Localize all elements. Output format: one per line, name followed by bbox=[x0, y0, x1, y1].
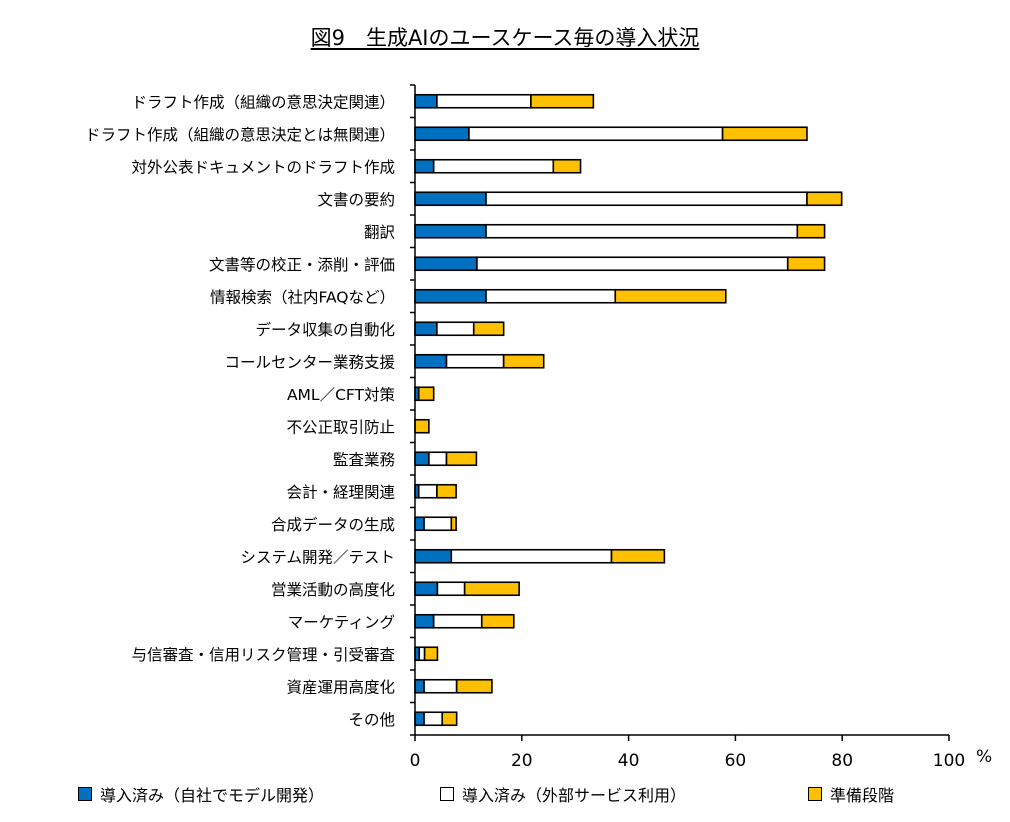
legend-label: 導入済み（外部サービス利用） bbox=[462, 786, 687, 805]
legend-item: 導入済み（外部サービス利用） bbox=[440, 782, 686, 806]
legend-item: 準備段階 bbox=[808, 782, 894, 806]
category-label: システム開発／テスト bbox=[240, 548, 395, 566]
bar-segment-3 bbox=[721, 126, 808, 142]
category-label: 資産運用高度化 bbox=[286, 678, 395, 696]
category-label: 文書等の校正・添削・評価 bbox=[209, 256, 395, 274]
bar-segment-1 bbox=[414, 516, 425, 532]
category-label: 文書の要約 bbox=[317, 191, 395, 209]
bar-segment-2 bbox=[445, 353, 505, 369]
bar-segment-3 bbox=[417, 386, 435, 402]
bar-segment-1 bbox=[414, 321, 438, 337]
bar-segment-1 bbox=[414, 678, 425, 694]
category-label: その他 bbox=[348, 711, 395, 729]
x-axis-unit: % bbox=[976, 747, 992, 767]
bar-segment-2 bbox=[432, 158, 555, 174]
legend-swatch bbox=[78, 787, 92, 801]
x-tick-label: 20 bbox=[511, 751, 533, 771]
bar-segment-1 bbox=[414, 158, 435, 174]
bar-segment-1 bbox=[414, 288, 487, 304]
bar-segment-1 bbox=[414, 93, 438, 109]
category-label: 情報検索（社内FAQなど） bbox=[210, 288, 395, 306]
bar-segment-2 bbox=[428, 451, 448, 467]
category-label: 与信審査・信用リスク管理・引受審査 bbox=[131, 646, 395, 664]
bar-segment-2 bbox=[436, 93, 532, 109]
category-label: AML／CFT対策 bbox=[287, 386, 395, 404]
bar-segment-2 bbox=[476, 256, 789, 272]
bar-segment-3 bbox=[786, 256, 826, 272]
bar-segment-3 bbox=[552, 158, 582, 174]
category-label: データ収集の自動化 bbox=[255, 320, 395, 339]
category-label: ドラフト作成（組織の意思決定とは無関連） bbox=[85, 125, 395, 144]
bar-segment-3 bbox=[423, 646, 439, 662]
bar-segment-3 bbox=[436, 483, 457, 499]
bar-segment-3 bbox=[472, 321, 505, 337]
legend-item: 導入済み（自社でモデル開発） bbox=[78, 782, 324, 806]
category-label: 不公正取引防止 bbox=[286, 418, 395, 436]
category-label: 営業活動の高度化 bbox=[271, 581, 395, 599]
bar-segment-1 bbox=[414, 711, 425, 727]
bar-segment-3 bbox=[441, 711, 458, 727]
bar-segment-3 bbox=[480, 613, 515, 629]
bar-segment-3 bbox=[414, 418, 430, 434]
bar-segment-1 bbox=[414, 256, 478, 272]
category-label: コールセンター業務支援 bbox=[224, 353, 395, 371]
bar-segment-2 bbox=[485, 191, 808, 207]
legend-swatch bbox=[440, 787, 454, 801]
x-tick-label: 0 bbox=[410, 751, 421, 771]
category-label: ドラフト作成（組織の意思決定関連） bbox=[131, 92, 395, 111]
category-label: 対外公表ドキュメントのドラフト作成 bbox=[131, 158, 395, 176]
bar-segment-1 bbox=[414, 353, 448, 369]
bar-segment-3 bbox=[796, 223, 826, 239]
bar-segment-1 bbox=[414, 191, 487, 207]
bar-segment-2 bbox=[417, 483, 438, 499]
bar-segment-1 bbox=[414, 548, 453, 564]
x-tick-label: 100 bbox=[933, 751, 965, 771]
x-tick-label: 40 bbox=[618, 751, 640, 771]
bar-segment-3 bbox=[455, 678, 493, 694]
bar-segment-1 bbox=[414, 223, 487, 239]
bar-segment-2 bbox=[450, 548, 613, 564]
bar-segment-1 bbox=[414, 581, 439, 597]
bar-segment-2 bbox=[436, 581, 466, 597]
chart-title: 図9 生成AIのユースケース毎の導入状況 bbox=[0, 22, 1010, 52]
x-tick-label: 60 bbox=[725, 751, 747, 771]
bar-segment-3 bbox=[445, 451, 478, 467]
bar-segment-2 bbox=[468, 126, 724, 142]
bar-segment-2 bbox=[423, 516, 453, 532]
category-label: マーケティング bbox=[288, 613, 395, 631]
bar-segment-2 bbox=[485, 223, 799, 239]
chart-title-text: 図9 生成AIのユースケース毎の導入状況 bbox=[310, 26, 700, 50]
legend-label: 準備段階 bbox=[830, 786, 895, 805]
x-tick-label: 80 bbox=[831, 751, 853, 771]
bar-segment-3 bbox=[450, 516, 457, 532]
bar-segment-2 bbox=[485, 288, 617, 304]
bar-segment-2 bbox=[423, 678, 458, 694]
bar-segment-3 bbox=[614, 288, 727, 304]
category-label: 監査業務 bbox=[333, 451, 396, 469]
category-label: 合成データの生成 bbox=[271, 515, 395, 534]
bar-segment-2 bbox=[436, 321, 475, 337]
bar-segment-3 bbox=[610, 548, 666, 564]
bar-segment-3 bbox=[463, 581, 520, 597]
category-label: 翻訳 bbox=[364, 223, 396, 241]
bar-segment-1 bbox=[414, 613, 435, 629]
bar-segment-1 bbox=[414, 126, 470, 142]
bar-segment-3 bbox=[502, 353, 545, 369]
bar-segment-2 bbox=[423, 711, 444, 727]
bar-segment-2 bbox=[418, 646, 426, 662]
bar-segment-1 bbox=[414, 451, 430, 467]
category-label: 会計・経理関連 bbox=[286, 483, 395, 501]
legend-swatch bbox=[808, 787, 822, 801]
legend-label: 導入済み（自社でモデル開発） bbox=[100, 786, 325, 805]
bar-segment-2 bbox=[432, 613, 483, 629]
bar-segment-3 bbox=[530, 93, 595, 109]
bar-segment-3 bbox=[806, 191, 843, 207]
